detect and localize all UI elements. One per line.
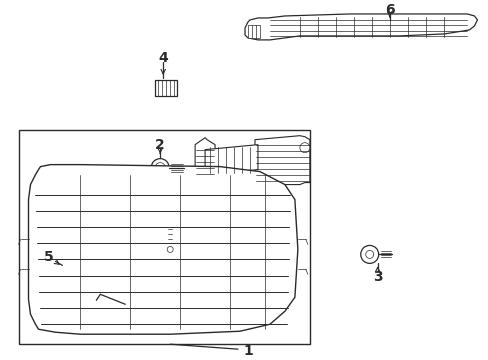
Text: 3: 3 [372,270,382,284]
Text: 1: 1 [243,344,252,358]
Bar [155,80,177,96]
Text: 2: 2 [155,138,165,152]
Bar [19,130,309,344]
Circle shape [151,159,169,177]
Polygon shape [69,261,81,282]
Polygon shape [28,165,297,334]
Circle shape [94,293,102,301]
Circle shape [360,246,378,264]
Text: 5: 5 [43,251,53,264]
Text: 6: 6 [384,3,394,17]
Circle shape [299,143,309,153]
Text: 4: 4 [158,51,168,65]
Polygon shape [195,138,215,180]
Circle shape [155,163,165,172]
Polygon shape [254,136,309,185]
Polygon shape [204,145,258,175]
Circle shape [63,260,87,283]
Polygon shape [244,14,476,40]
Circle shape [167,247,173,252]
Circle shape [365,251,373,258]
Polygon shape [247,25,260,38]
Circle shape [57,253,93,289]
